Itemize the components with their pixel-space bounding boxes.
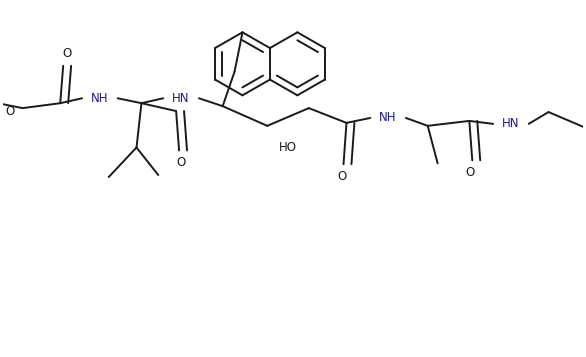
Text: O: O [5, 105, 15, 117]
Text: O: O [176, 156, 186, 169]
Text: NH: NH [91, 92, 108, 105]
Text: HN: HN [502, 117, 520, 130]
Text: HN: HN [172, 92, 190, 105]
Text: NH: NH [379, 111, 397, 125]
Text: HO: HO [279, 141, 297, 154]
Text: O: O [466, 166, 475, 178]
Text: O: O [337, 170, 346, 182]
Text: O: O [63, 47, 72, 60]
